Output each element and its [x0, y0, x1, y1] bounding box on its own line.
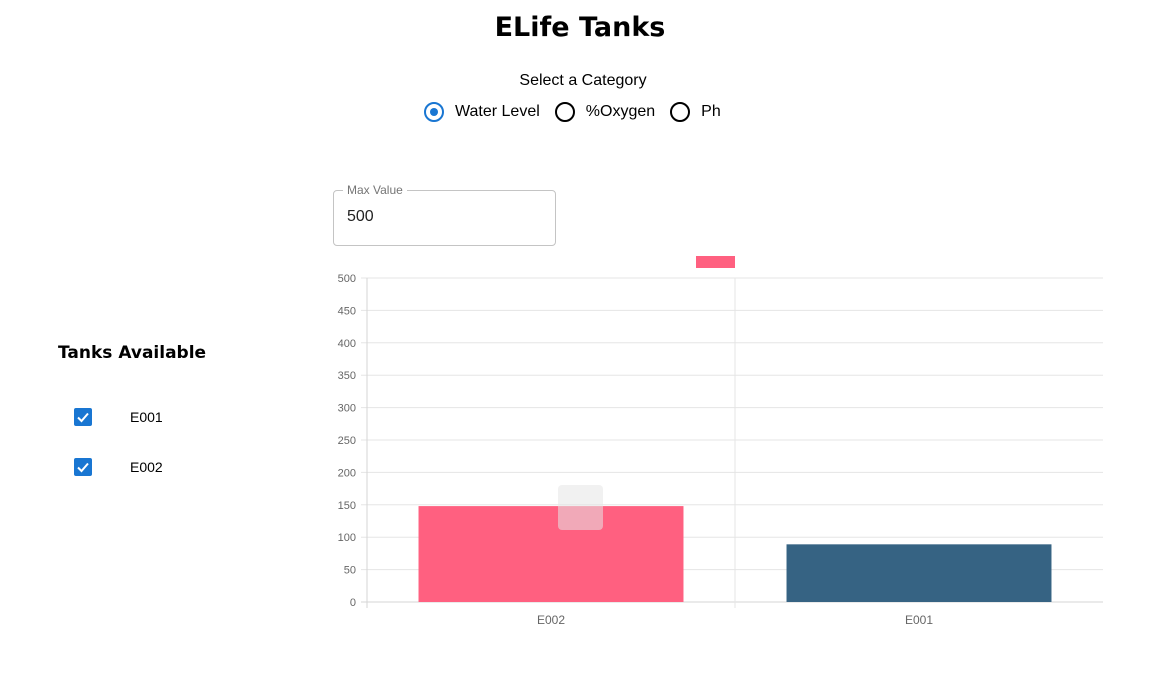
- max-value-input[interactable]: [347, 208, 537, 226]
- tanks-available-heading: Tanks Available: [58, 343, 207, 363]
- water-level-bar-chart: 0 50 100 150 200 250 300 350 400 450 500 E002 E001: [338, 256, 1103, 627]
- y-tick-label: 400: [338, 338, 356, 350]
- page-title: ELife Tanks: [494, 12, 666, 43]
- category-radio-group: Water Level %Oxygen Ph: [424, 102, 736, 122]
- tank-option-e002[interactable]: E002: [74, 458, 163, 476]
- radio-checked-icon[interactable]: [424, 102, 444, 122]
- x-tick-label: E002: [537, 613, 565, 627]
- bar: [786, 544, 1052, 602]
- y-tick-label: 50: [344, 565, 356, 577]
- legend-swatch: [696, 256, 735, 268]
- y-tick-label: 150: [338, 500, 356, 512]
- radio-unchecked-icon[interactable]: [554, 102, 575, 122]
- radio-oxygen[interactable]: %Oxygen: [554, 102, 656, 122]
- radio-label-ph: Ph: [701, 103, 721, 120]
- tank-option-e001[interactable]: E001: [74, 408, 163, 426]
- y-tick-label: 450: [338, 305, 356, 317]
- y-tick-label: 350: [338, 370, 356, 382]
- y-tick-label: 300: [338, 403, 356, 415]
- radio-ph[interactable]: Ph: [670, 102, 721, 122]
- y-tick-label: 200: [338, 467, 356, 479]
- max-value-field[interactable]: Max Value: [333, 183, 556, 246]
- tank-label-e002: E002: [130, 459, 163, 475]
- checkbox-checked-icon[interactable]: [74, 458, 92, 476]
- y-tick-label: 0: [350, 597, 356, 609]
- category-label: Select a Category: [519, 72, 647, 89]
- y-tick-label: 250: [338, 435, 356, 447]
- y-tick-label: 500: [338, 273, 356, 285]
- bar: [418, 506, 684, 602]
- max-value-label: Max Value: [343, 183, 407, 197]
- radio-label-water-level: Water Level: [455, 103, 540, 120]
- x-tick-label: E001: [905, 613, 933, 627]
- tank-label-e001: E001: [130, 409, 163, 425]
- tooltip-box: [558, 485, 603, 530]
- y-tick-label: 100: [338, 532, 356, 544]
- radio-water-level[interactable]: Water Level: [424, 102, 540, 122]
- radio-unchecked-icon[interactable]: [670, 102, 691, 122]
- checkbox-checked-icon[interactable]: [74, 408, 92, 426]
- radio-label-oxygen: %Oxygen: [585, 103, 656, 120]
